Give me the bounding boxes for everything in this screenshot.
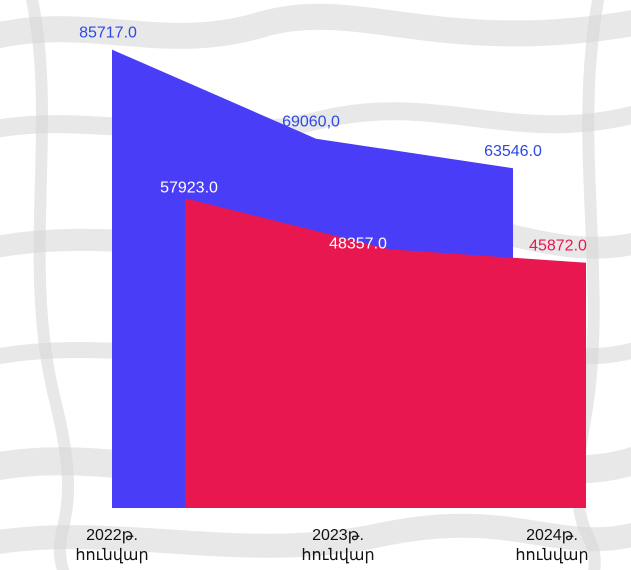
- x-tick-label-3-line-1: 2024թ.: [526, 527, 578, 544]
- x-tick-label-2-line-2: հունվար: [301, 547, 374, 564]
- x-tick-label-3-line-2: հունվար: [515, 547, 588, 564]
- data-label-s2-3: 45872.0: [529, 238, 587, 255]
- data-label-s1-3: 63546.0: [484, 143, 542, 160]
- x-tick-label-3: 2024թ. հունվար: [515, 527, 588, 564]
- data-label-s1-1: 85717.0: [79, 25, 137, 42]
- x-tick-label-1: 2022թ. հունվար: [75, 527, 148, 564]
- data-label-s1-2: 69060,0: [282, 114, 340, 131]
- data-label-s2-1: 57923.0: [160, 179, 218, 196]
- data-label-s2-2: 48357.0: [329, 235, 387, 252]
- x-tick-label-1-line-1: 2022թ.: [86, 527, 138, 544]
- area-series-2: [185, 198, 586, 509]
- x-tick-label-2-line-1: 2023թ.: [312, 527, 364, 544]
- x-tick-label-1-line-2: հունվար: [75, 547, 148, 564]
- x-tick-label-2: 2023թ. հունվար: [301, 527, 374, 564]
